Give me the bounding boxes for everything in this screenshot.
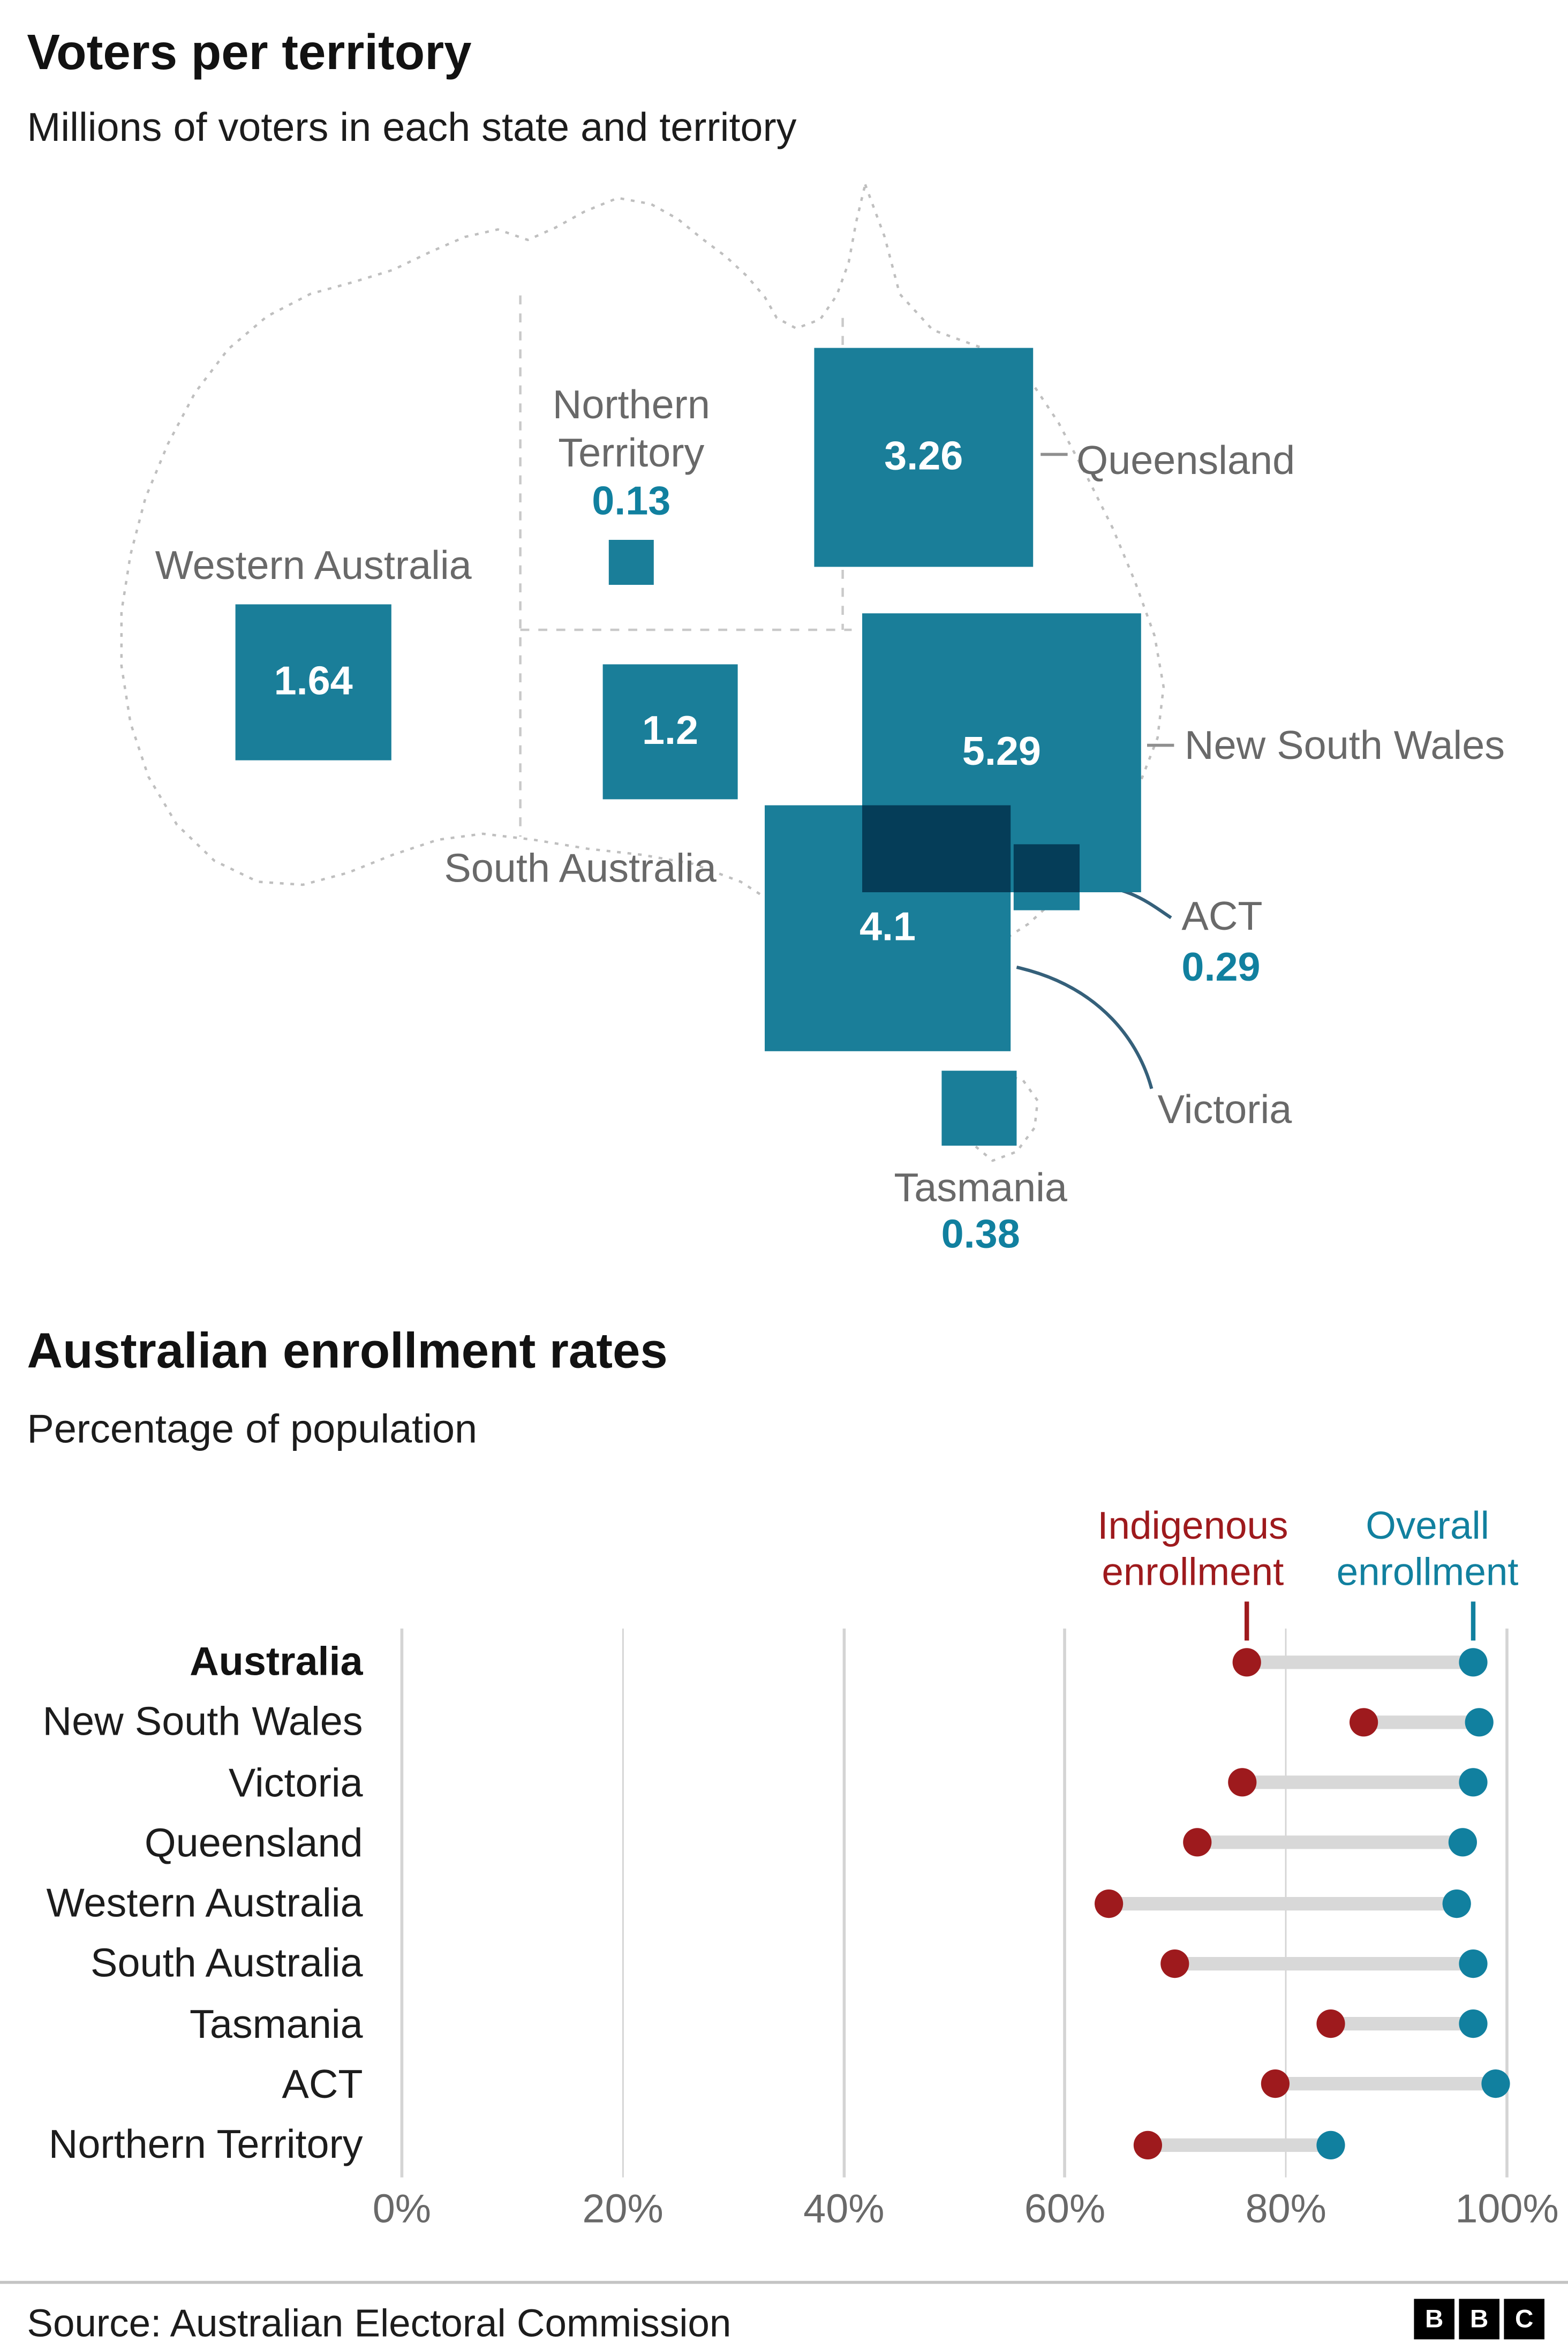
row-label-western-australia: Western Australia [46,1880,363,1926]
dumbbell-track-new-south-wales [1363,1715,1480,1729]
x-tick-0%: 0% [372,2186,432,2232]
square-overlap-region [861,804,1012,893]
region-value-new-south-wales: 5.29 [962,729,1041,775]
overall-dot-northern-territory [1316,2130,1345,2159]
dumbbell-track-south-australia [1175,1956,1474,1970]
overall-dot-australia [1459,1647,1488,1676]
region-value-queensland: 3.26 [884,434,963,479]
dumbbell-track-northern-territory [1148,2137,1330,2151]
region-label-line: South Australia [444,846,717,891]
indigenous-dot-tasmania [1316,2009,1345,2038]
region-value-northern-territory: 0.13 [592,478,671,524]
region-label-queensland: Queensland [1076,436,1295,485]
bbc-logo-letter-c: C [1504,2299,1544,2339]
legend-indigenous-enrollment: Indigenous enrollment [1097,1502,1288,1594]
x-tick-20%: 20% [582,2186,664,2232]
indigenous-dot-queensland [1183,1828,1212,1857]
indigenous-dot-victoria [1227,1768,1256,1797]
map-chart-title: Voters per territory [27,24,472,80]
bbc-logo-letter-b2: B [1459,2299,1499,2339]
dumbbell-chart-subtitle: Percentage of population [27,1406,478,1452]
region-label-line: Victoria [1157,1087,1292,1132]
x-tick-60%: 60% [1024,2186,1106,2232]
region-label-tasmania: Tasmania [894,1164,1067,1212]
overall-dot-south-australia [1459,1949,1488,1978]
region-label-line: Tasmania [894,1165,1067,1210]
map-chart-subtitle: Millions of voters in each state and ter… [27,105,797,150]
overall-dot-western-australia [1443,1888,1472,1917]
indigenous-dot-act [1261,2069,1290,2098]
source-text: Source: Australian Electoral Commission [27,2300,732,2346]
square-overlap-region [1014,844,1080,893]
region-square-south-australia: 1.2 [603,665,737,799]
row-label-northern-territory: Northern Territory [48,2122,363,2167]
bbc-logo-letter-b1: B [1414,2299,1454,2339]
legend-pointer-overall [1471,1601,1476,1641]
region-label-western-australia: Western Australia [155,541,472,590]
region-square-queensland: 3.26 [813,347,1034,568]
australia-map [120,183,1174,1162]
region-label-line: Western Australia [155,543,472,588]
indigenous-dot-south-australia [1161,1949,1190,1978]
row-label-victoria: Victoria [228,1759,363,1805]
region-value-act: 0.29 [1181,945,1261,990]
region-label-line: New South Wales [1185,722,1505,768]
overall-dot-victoria [1459,1768,1488,1797]
region-square-tasmania [941,1071,1017,1146]
indigenous-dot-northern-territory [1133,2130,1162,2159]
dumbbell-track-australia [1247,1654,1474,1668]
dumbbell-track-western-australia [1109,1896,1458,1910]
region-value-victoria: 4.1 [860,905,916,950]
row-label-act: ACT [282,2061,363,2107]
row-label-new-south-wales: New South Wales [42,1699,363,1745]
overall-dot-new-south-wales [1465,1707,1494,1736]
row-label-australia: Australia [190,1639,363,1684]
gridline-0% [401,1628,403,2178]
region-label-line: Northern [552,382,710,427]
region-label-act: ACT [1181,892,1262,940]
region-label-line: ACT [1181,893,1263,939]
row-label-queensland: Queensland [144,1820,363,1865]
overall-dot-tasmania [1459,2009,1488,2038]
row-label-tasmania: Tasmania [190,2001,363,2046]
indigenous-dot-australia [1233,1647,1262,1676]
overall-dot-queensland [1448,1828,1477,1857]
legend-overall-enrollment: Overall enrollment [1336,1502,1519,1594]
region-label-victoria: Victoria [1158,1086,1292,1134]
footer-divider [0,2280,1568,2283]
dumbbell-track-act [1275,2077,1496,2091]
x-tick-100%: 100% [1455,2186,1559,2232]
dumbbell-chart-title: Australian enrollment rates [27,1322,668,1379]
region-label-line: Queensland [1076,438,1295,483]
region-label-line: Territory [558,430,705,476]
victoria-callout-curve [1016,965,1154,1089]
australia-coastline [120,183,1165,988]
gridline-20% [621,1628,624,2178]
region-label-new-south-wales: New South Wales [1185,721,1505,770]
gridline-60% [1064,1628,1066,2178]
row-label-south-australia: South Australia [91,1940,363,1986]
region-value-western-australia: 1.64 [274,659,353,704]
dumbbell-track-queensland [1197,1835,1463,1850]
gridline-40% [842,1628,845,2178]
indigenous-dot-western-australia [1095,1888,1124,1917]
dumbbell-track-victoria [1241,1775,1474,1789]
region-label-south-australia: South Australia [444,844,717,892]
region-value-south-australia: 1.2 [642,708,699,754]
x-tick-40%: 40% [803,2186,885,2232]
indigenous-dot-new-south-wales [1349,1707,1378,1736]
overall-dot-act [1481,2069,1510,2098]
region-label-northern-territory: Northern Territory [553,381,710,477]
region-square-northern-territory [609,540,653,584]
x-tick-80%: 80% [1245,2186,1326,2232]
legend-pointer-indigenous [1245,1601,1249,1641]
region-square-western-australia: 1.64 [235,604,391,761]
dumbbell-track-tasmania [1330,2017,1474,2031]
bbc-logo: B B C [1414,2299,1544,2339]
region-value-tasmania: 0.38 [941,1211,1020,1257]
gridline-100% [1505,1628,1509,2178]
